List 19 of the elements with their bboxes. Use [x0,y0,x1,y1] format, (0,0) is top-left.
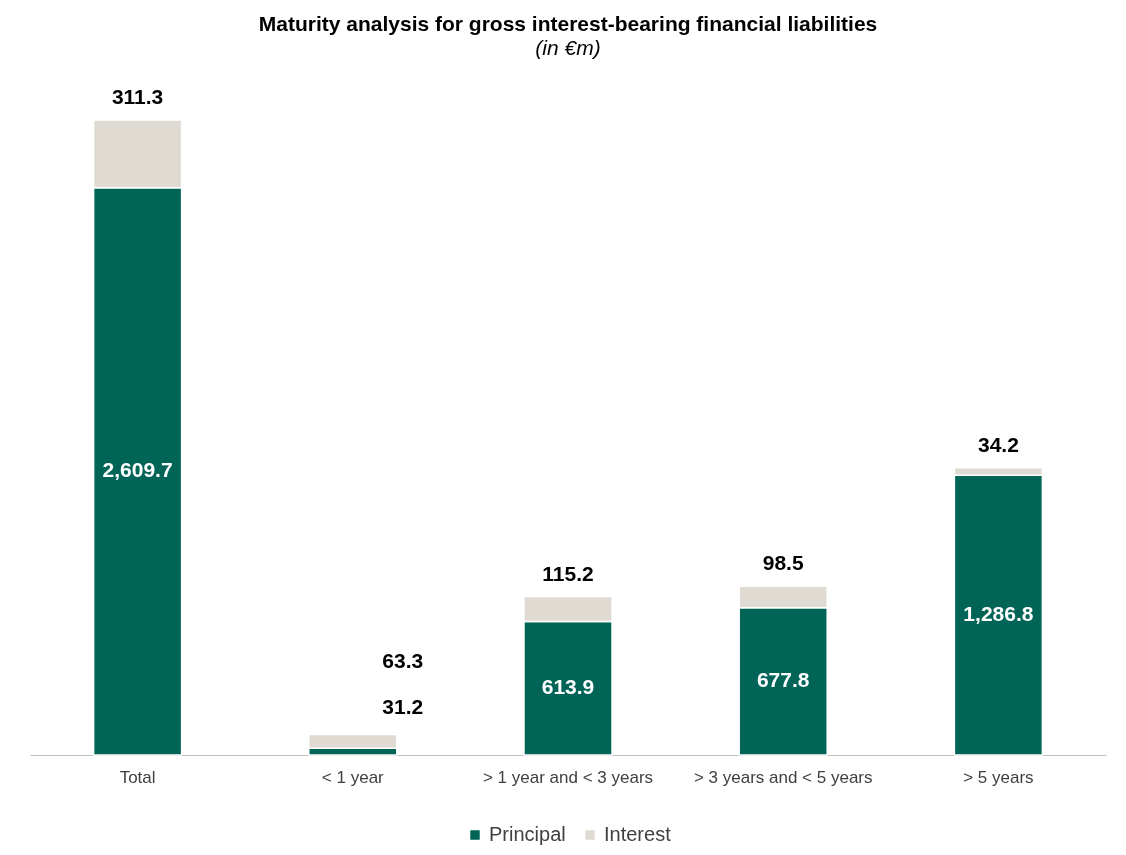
chart-title: Maturity analysis for gross interest-bearing financial liabilities [258,12,878,35]
data-label: 31.2 [382,695,424,719]
x-tick-label: < 1 year [321,767,385,787]
x-tick-label: > 5 years [963,767,1034,787]
x-tick-label: > 3 years and < 5 years [693,767,873,787]
data-label: 63.3 [382,649,424,673]
legend-label: Interest [604,823,672,845]
data-label: 2,609.7 [102,458,173,482]
chart-subtitle: (in €m) [535,36,601,59]
x-tick-label: > 1 year and < 3 years [482,767,654,787]
data-label: 1,286.8 [963,602,1034,626]
x-tick-label: Total [119,767,156,787]
legend-label: Principal [489,823,566,845]
data-label: 677.8 [756,668,810,692]
data-label: 613.9 [541,675,595,699]
data-label: 115.2 [542,561,594,585]
data-label: 311.3 [111,85,164,108]
data-label: 98.5 [762,551,804,575]
data-label: 34.2 [977,432,1019,456]
